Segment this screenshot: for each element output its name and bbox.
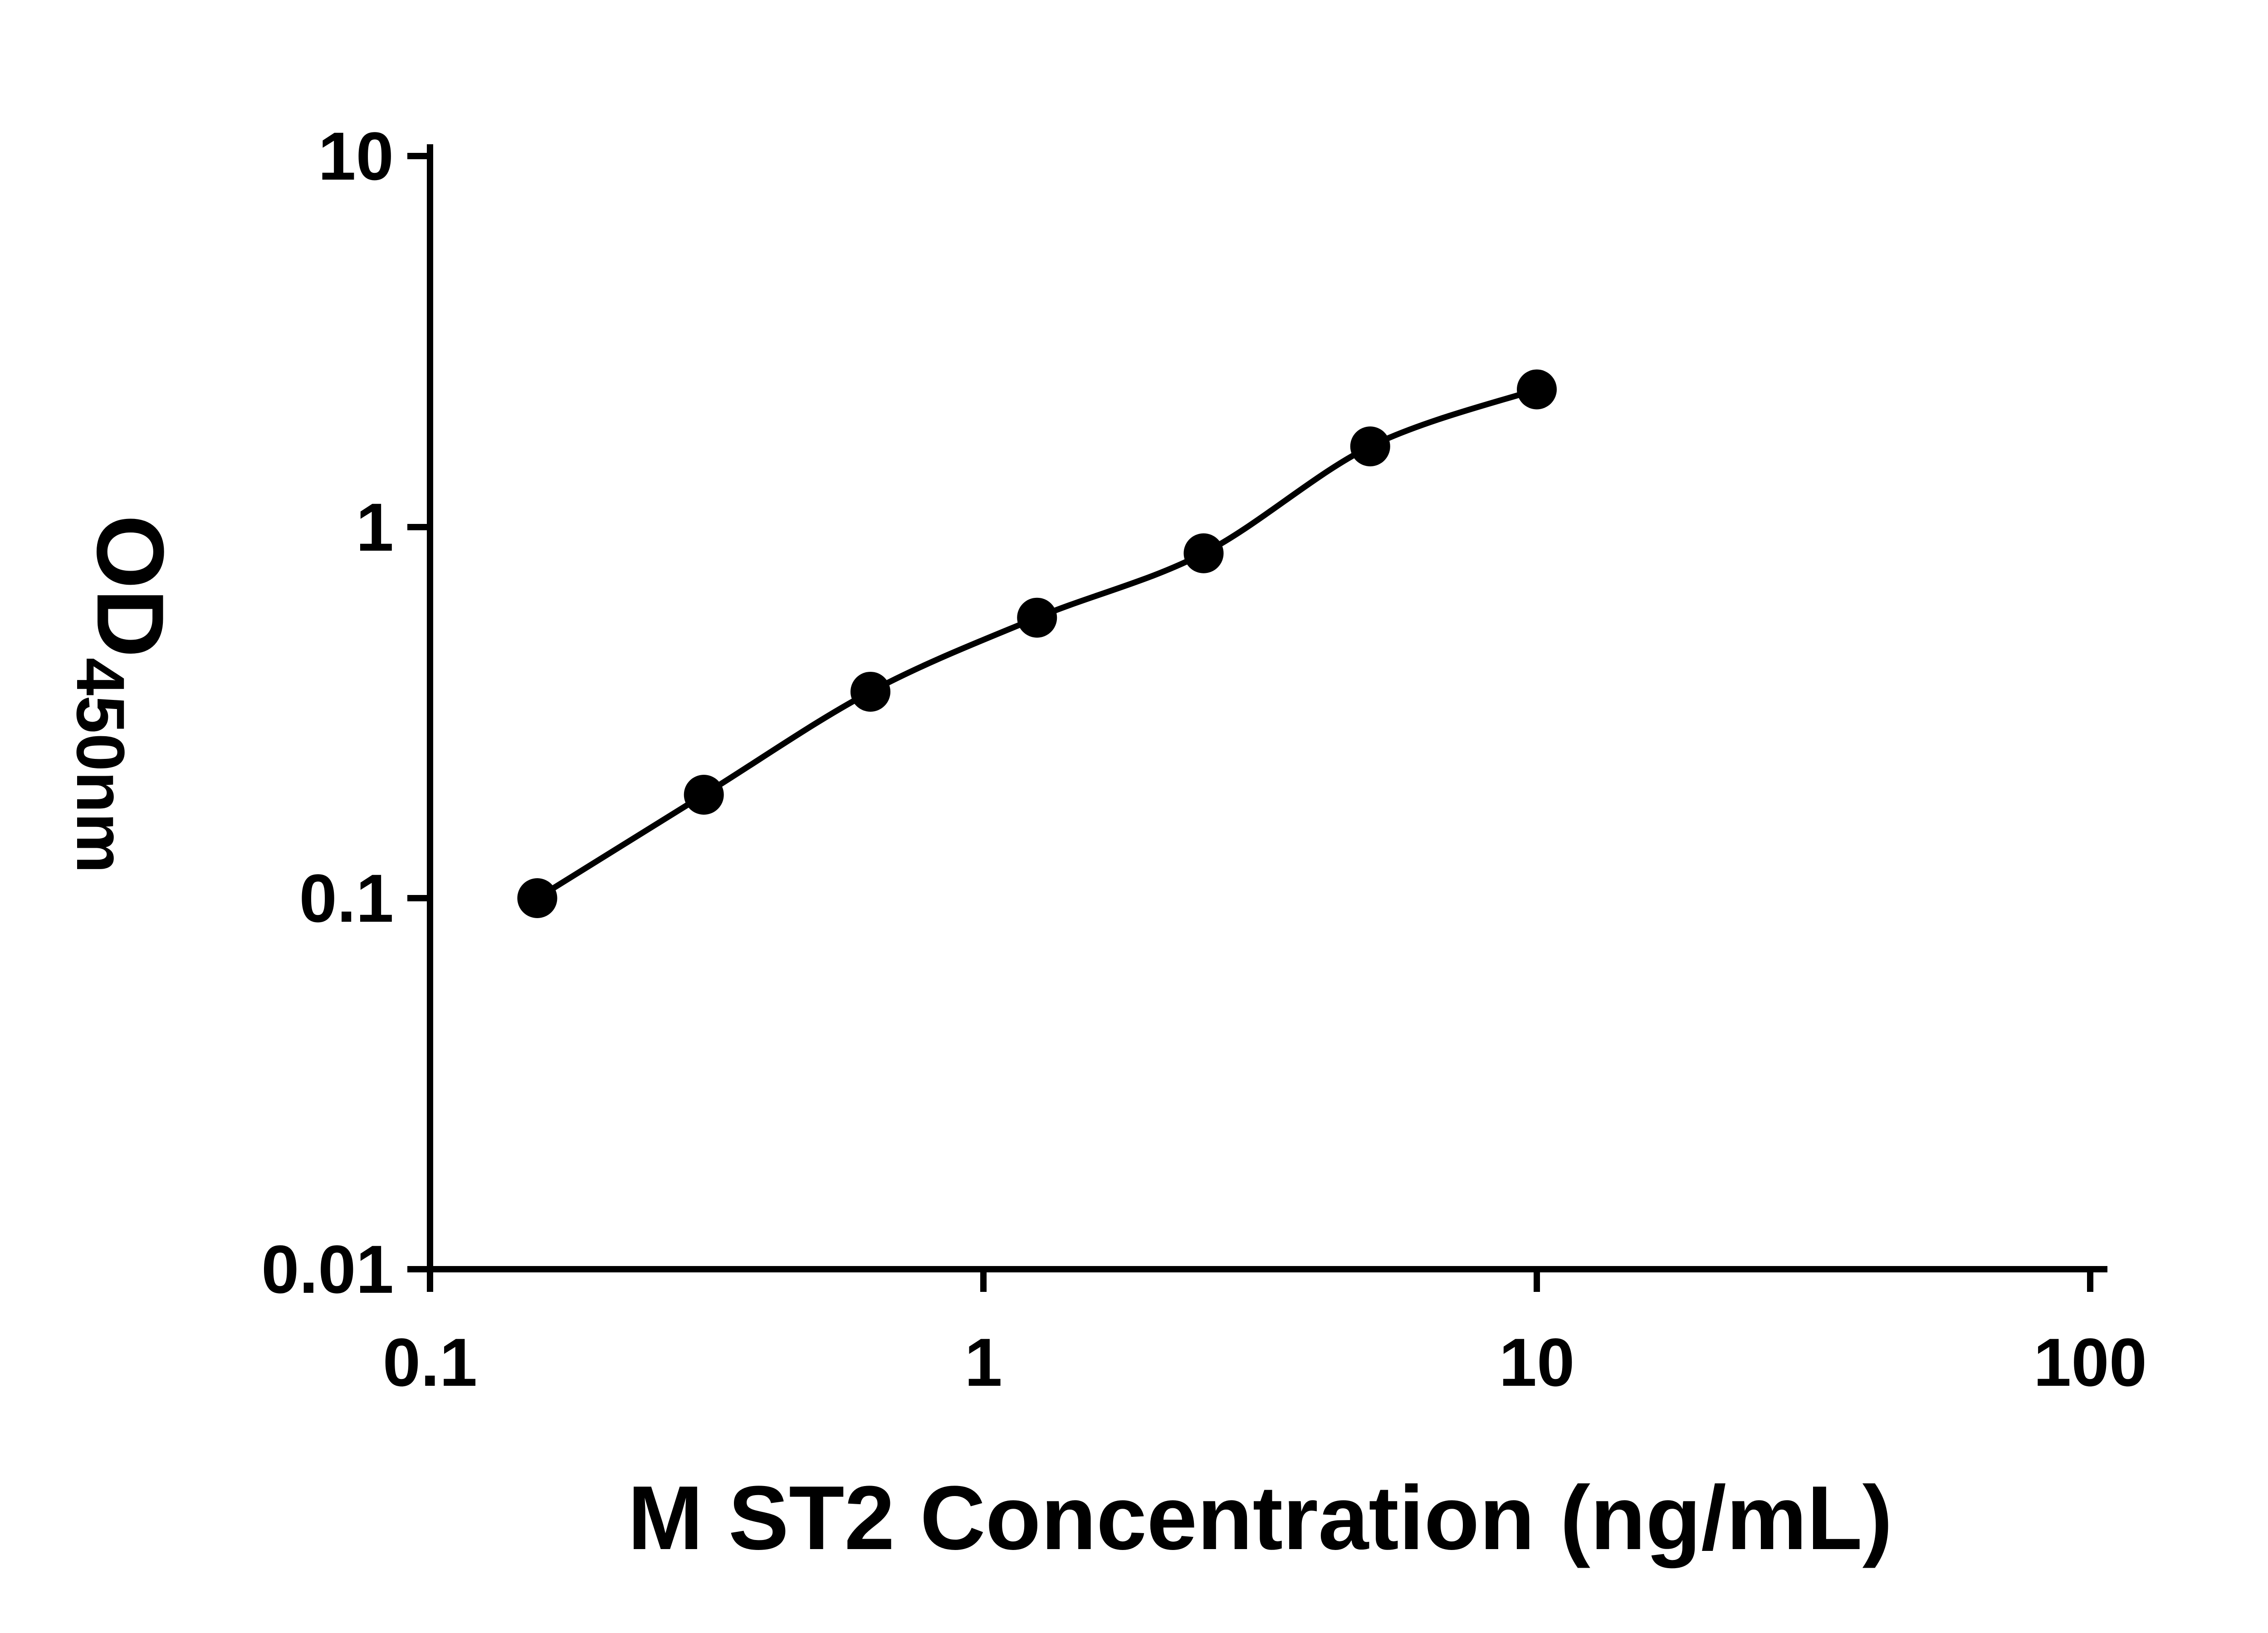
x-tick-label: 0.1 [383, 1324, 478, 1400]
data-point [684, 774, 724, 815]
y-tick-label: 0.01 [261, 1231, 394, 1307]
y-tick-label: 10 [318, 118, 394, 194]
data-point [517, 878, 557, 918]
data-point [850, 671, 890, 712]
y-tick-label: 1 [356, 489, 394, 565]
y-tick-label: 0.1 [299, 860, 394, 936]
data-point [1350, 426, 1390, 467]
fit-curve [536, 386, 1538, 901]
x-axis-title: M ST2 Concentration (ng/mL) [628, 1467, 1893, 1569]
y-axis-title-main: OD [77, 515, 184, 658]
y-axis-title: OD450nm [63, 515, 184, 873]
data-point [1017, 597, 1057, 638]
data-point [1517, 369, 1557, 410]
data-point [1183, 533, 1224, 573]
x-tick-label: 1 [964, 1324, 1002, 1400]
series-group [517, 369, 1557, 918]
axes: 0.1 1 10 100 0.01 0.1 1 10 [261, 118, 2147, 1400]
x-tick-label: 10 [1499, 1324, 1575, 1400]
y-axis-title-sub: 450nm [63, 658, 139, 873]
x-tick-label: 100 [2033, 1324, 2147, 1400]
